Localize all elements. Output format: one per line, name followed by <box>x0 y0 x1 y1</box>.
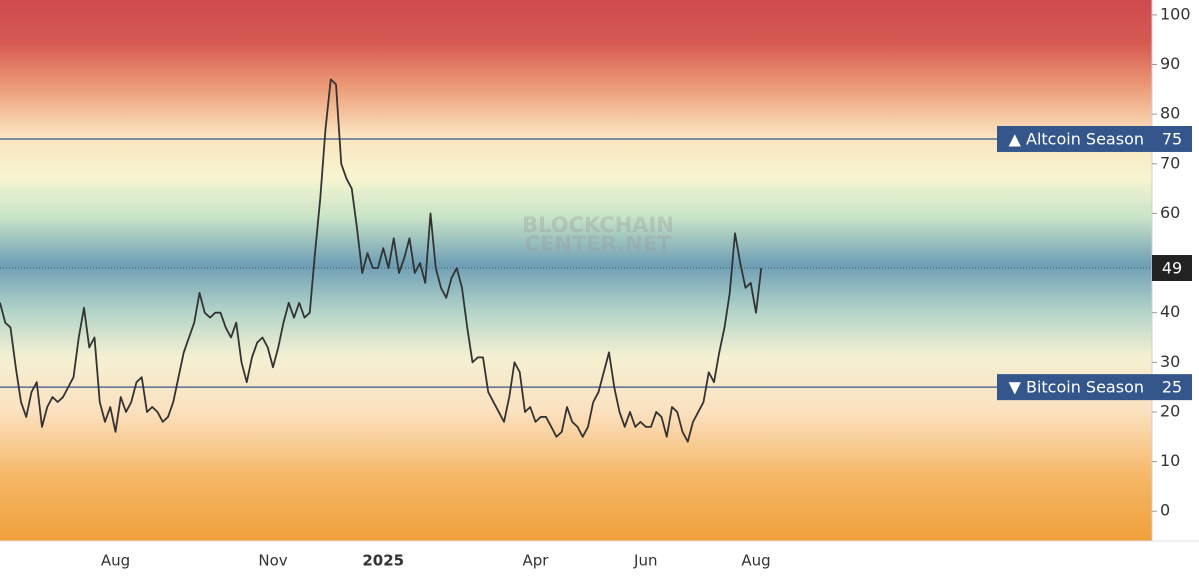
y-tick-label: 90 <box>1160 54 1180 73</box>
y-tick-label: 30 <box>1160 352 1180 371</box>
y-tick-label: 100 <box>1160 4 1191 23</box>
y-tick-label: 40 <box>1160 302 1180 321</box>
x-tick-label: Aug <box>101 552 130 570</box>
threshold-label: ▲ Altcoin Season <box>1009 129 1144 148</box>
x-tick-label: Apr <box>523 552 550 570</box>
y-tick-label: 0 <box>1160 501 1170 520</box>
y-tick-label: 80 <box>1160 104 1180 123</box>
x-tick-label: Jun <box>633 552 657 570</box>
threshold-label-box <box>997 374 1152 401</box>
threshold-label: ▼ Bitcoin Season <box>1009 378 1144 397</box>
y-tick-label: 70 <box>1160 153 1180 172</box>
current-value-box <box>1152 255 1192 282</box>
y-tick-label: 10 <box>1160 451 1180 470</box>
threshold-label-box <box>997 125 1152 152</box>
threshold-value-box <box>1152 125 1192 152</box>
y-tick-label: 20 <box>1160 401 1180 420</box>
y-tick-label: 60 <box>1160 203 1180 222</box>
x-tick-label: 2025 <box>362 552 404 570</box>
threshold-value: 75 <box>1162 129 1182 148</box>
watermark: CENTER.NET <box>525 232 672 256</box>
plot-background <box>0 0 1152 541</box>
x-tick-label: Aug <box>741 552 770 570</box>
x-tick-label: Nov <box>258 552 287 570</box>
current-value-label: 49 <box>1162 259 1182 278</box>
threshold-value-box <box>1152 374 1192 401</box>
watermark: BLOCKCHAIN <box>522 213 674 237</box>
threshold-value: 25 <box>1162 378 1182 397</box>
series-line <box>0 78 763 443</box>
